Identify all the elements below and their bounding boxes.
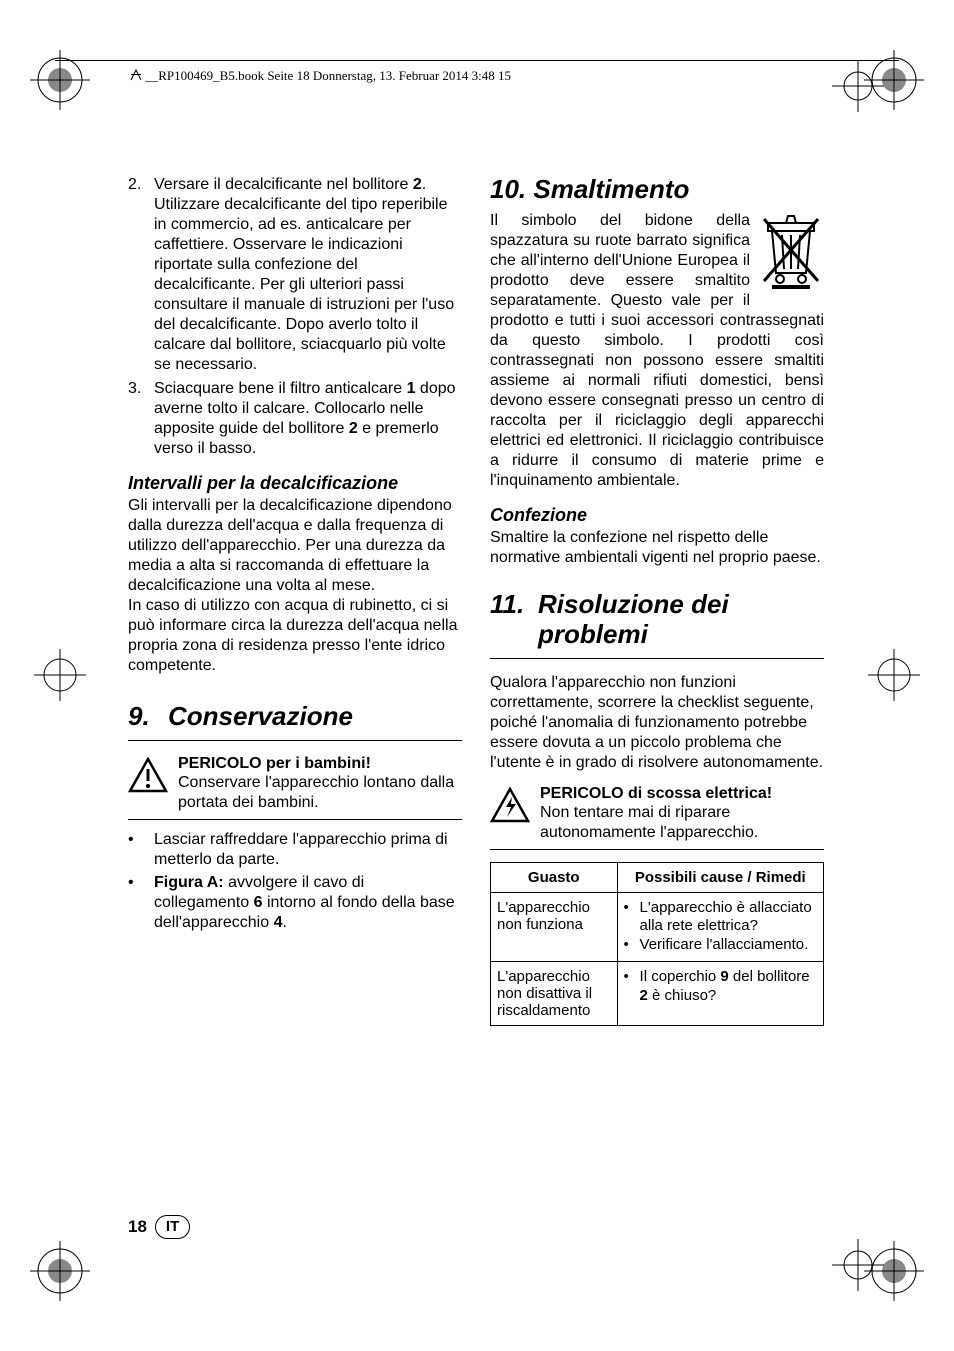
warning-block: PERICOLO di scossa elettrica! Non tentar… [490,785,824,843]
registration-mark-top-left [30,50,90,110]
bullet-item: • Lasciar raffreddare l'apparecchio prim… [128,830,462,870]
bullet-text: Lasciar raffreddare l'apparecchio prima … [154,830,462,870]
registration-mark-mid-left [30,645,90,705]
table-cell: L'apparecchio non disattiva il riscaldam… [491,961,618,1025]
thin-rule [128,819,462,820]
crosshair-icon [832,1239,884,1291]
step-number: 2. [128,175,154,375]
table-row: L'apparecchio non disattiva il riscaldam… [491,961,824,1025]
troubleshoot-table: Guasto Possibili cause / Rimedi L'appare… [490,862,824,1026]
bullet-dot: • [128,830,154,870]
section-rule [128,740,462,741]
crosshair-icon [832,60,884,112]
header-rule [55,60,899,61]
shock-triangle-icon [490,785,530,828]
warning-body: Conservare l'apparecchio lontano dalla p… [178,773,462,813]
left-column: 2. Versare il decalcificante nel bollito… [128,175,462,1026]
section-number: 9. [128,702,168,732]
step-number: 3. [128,379,154,459]
registration-mark-mid-right [864,645,924,705]
section-rule [490,658,824,659]
weee-bin-icon [758,211,824,294]
section-9-heading: 9.Conservazione [128,702,462,732]
right-column: 10. Smaltimento Il simbolo del bi [490,175,824,1026]
subheading-confezione: Confezione [490,505,824,526]
step-2: 2. Versare il decalcificante nel bollito… [128,175,462,375]
paragraph: Qualora l'apparecchio non funzioni corre… [490,673,824,773]
section-10-heading: 10. Smaltimento [490,175,824,205]
footer: 18 IT [128,1215,190,1239]
subheading-decalc-intervals: Intervalli per la decalcificazione [128,473,462,494]
table-cell: •L'apparecchio è allacciato alla rete el… [617,892,823,961]
table-header-row: Guasto Possibili cause / Rimedi [491,862,824,892]
table-row: L'apparecchio non funziona •L'apparecchi… [491,892,824,961]
warning-body: Non tentare mai di riparare autonomament… [540,803,824,843]
running-header-text: __RP100469_B5.book Seite 18 Donnerstag, … [145,68,511,83]
language-badge: IT [155,1215,190,1239]
section-number: 11. [490,590,538,620]
paragraph: In caso di utilizzo con acqua di rubinet… [128,596,462,676]
warning-triangle-icon [128,755,168,798]
bullet-item: • Figura A: avvolgere il cavo di collega… [128,873,462,933]
table-header-guasto: Guasto [491,862,618,892]
section-title: Smaltimento [533,174,689,204]
step-text: Sciacquare bene il filtro anticalcare 1 … [154,379,462,459]
running-header: __RP100469_B5.book Seite 18 Donnerstag, … [130,68,511,84]
bullet-text: Figura A: avvolgere il cavo di collegame… [154,873,462,933]
table-cell: •Il coperchio 9 del bollitore 2 è chiuso… [617,961,823,1025]
warning-block: PERICOLO per i bambini! Conservare l'app… [128,755,462,813]
table-cell: L'apparecchio non funziona [491,892,618,961]
step-3: 3. Sciacquare bene il filtro anticalcare… [128,379,462,459]
warning-title: PERICOLO per i bambini! [178,755,462,773]
registration-mark-bottom-left [30,1241,90,1301]
paragraph: Smaltire la confezione nel rispetto dell… [490,528,824,568]
step-text: Versare il decalcificante nel bollitore … [154,175,462,375]
section-11-heading: 11.Risoluzione dei problemi [490,590,824,650]
page-number: 18 [128,1217,147,1237]
section-number: 10. [490,174,526,204]
paragraph: Gli intervalli per la decalcificazione d… [128,496,462,596]
warning-title: PERICOLO di scossa elettrica! [540,785,824,803]
section-title: Conservazione [168,701,353,731]
table-header-rimedi: Possibili cause / Rimedi [617,862,823,892]
thin-rule [490,849,824,850]
bullet-dot: • [128,873,154,933]
section-title: Risoluzione dei problemi [538,590,814,650]
